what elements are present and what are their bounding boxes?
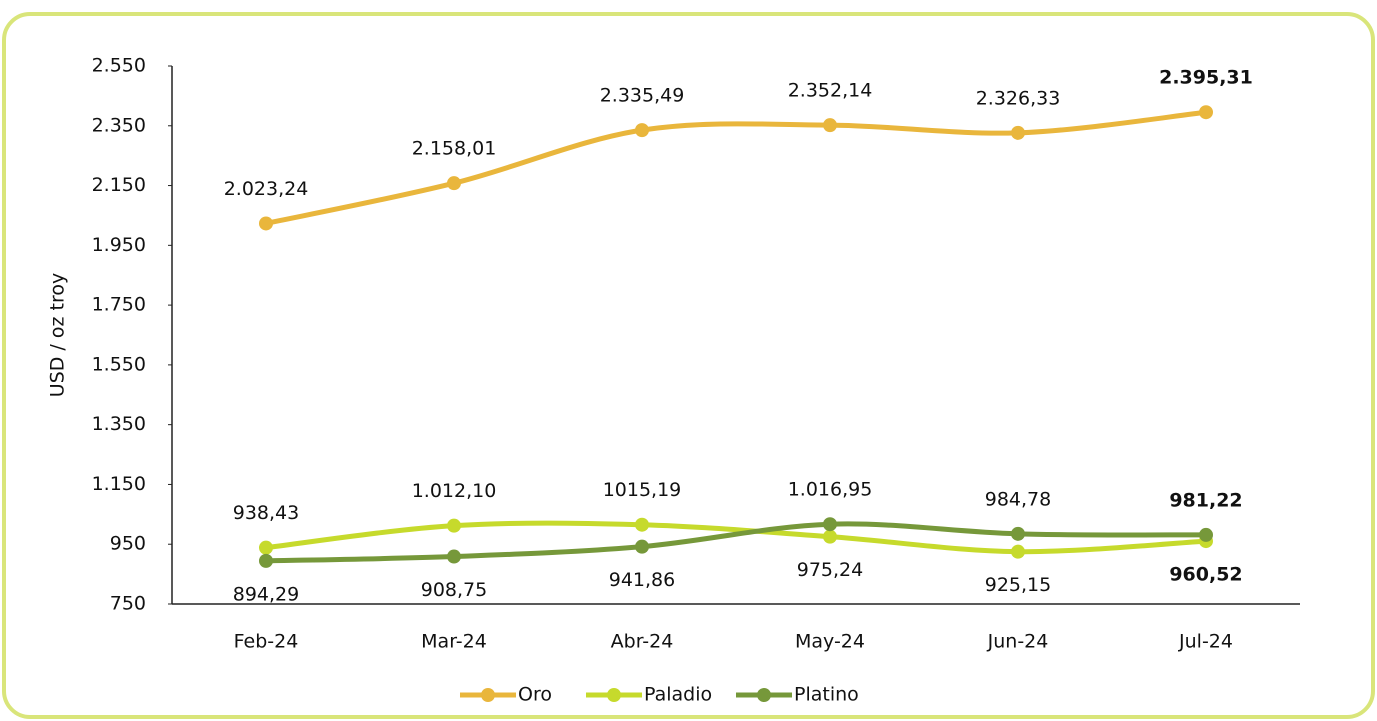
point [447, 518, 461, 533]
point [1011, 125, 1025, 140]
x-tick-label: May-24 [795, 631, 865, 653]
data-label: 2.158,01 [412, 138, 497, 160]
y-tick-label: 1.750 [92, 294, 146, 316]
y-tick-label: 750 [110, 593, 146, 615]
series-line [265, 109, 1207, 226]
data-label: 925,15 [985, 574, 1051, 596]
point [1011, 544, 1025, 559]
x-tick-label: Abr-24 [611, 631, 674, 653]
data-label: 2.352,14 [788, 80, 873, 102]
y-axis-label: USD / oz troy [47, 273, 69, 397]
point [635, 517, 649, 532]
point [447, 549, 461, 564]
point [823, 517, 837, 532]
y-tick-label: 2.150 [92, 174, 146, 196]
legend-marker [757, 688, 771, 702]
series-line [265, 520, 1207, 555]
point [823, 118, 837, 133]
data-label: 984,78 [985, 488, 1051, 510]
data-label: 2.395,31 [1159, 67, 1253, 89]
x-tick-label: Mar-24 [421, 631, 487, 653]
y-tick-label: 1.950 [92, 234, 146, 256]
legend-marker [607, 688, 621, 702]
data-label: 1015,19 [603, 479, 682, 501]
y-tick-label: 2.550 [92, 55, 146, 77]
data-label: 1.012,10 [412, 480, 497, 502]
data-label: 960,52 [1169, 564, 1242, 586]
series-line [265, 521, 1207, 564]
legend-marker [481, 688, 495, 702]
point [1199, 105, 1213, 120]
y-tick-label: 2.350 [92, 114, 146, 136]
point [259, 540, 273, 555]
y-tick-label: 1.150 [92, 473, 146, 495]
y-tick-label: 950 [110, 533, 146, 555]
data-label: 894,29 [233, 583, 299, 605]
data-label: 941,86 [609, 569, 675, 591]
point [635, 123, 649, 138]
y-tick-label: 1.550 [92, 353, 146, 375]
data-label: 981,22 [1169, 489, 1242, 511]
data-label: 2.326,33 [976, 87, 1061, 109]
point [259, 216, 273, 231]
point [1011, 526, 1025, 541]
point [1199, 527, 1213, 542]
data-label: 1.016,95 [788, 479, 873, 501]
point [635, 539, 649, 554]
point [259, 553, 273, 568]
point [447, 176, 461, 191]
data-label: 2.023,24 [224, 178, 309, 200]
point [823, 529, 837, 544]
legend-label: Oro [518, 684, 552, 706]
legend-label: Platino [794, 684, 859, 706]
frame [2, 12, 1375, 719]
data-label: 908,75 [421, 579, 487, 601]
y-tick-label: 1.350 [92, 413, 146, 435]
data-label: 938,43 [233, 502, 299, 524]
legend-label: Paladio [644, 684, 712, 706]
x-tick-label: Jul-24 [1178, 631, 1233, 653]
x-tick-label: Feb-24 [234, 631, 299, 653]
x-tick-label: Jun-24 [987, 631, 1049, 653]
data-label: 2.335,49 [600, 85, 685, 107]
data-label: 975,24 [797, 559, 863, 581]
